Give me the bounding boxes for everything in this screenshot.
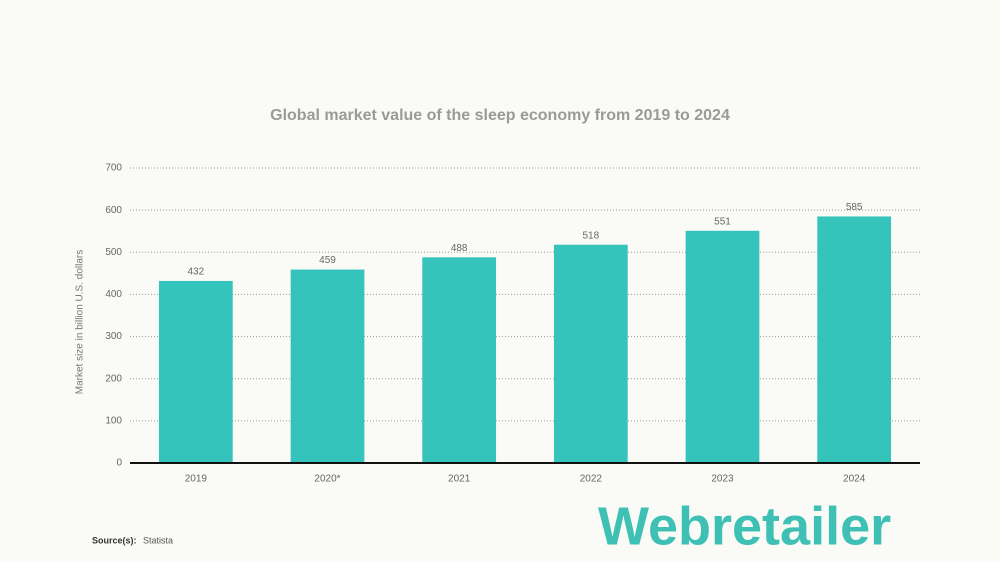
bar <box>817 216 892 463</box>
y-tick-label: 400 <box>105 289 122 300</box>
x-tick-label: 2019 <box>185 474 208 485</box>
x-tick-label: 2023 <box>711 474 734 485</box>
value-label: 488 <box>451 243 468 254</box>
source-label: Source(s): <box>92 535 137 545</box>
x-tick-label: 2024 <box>843 474 866 485</box>
value-label: 585 <box>846 202 863 213</box>
y-tick-label: 500 <box>105 247 122 258</box>
bar <box>158 280 233 463</box>
y-tick-label: 200 <box>105 373 122 384</box>
source: Statista <box>143 535 173 545</box>
x-tick-label: 2022 <box>580 474 603 485</box>
bar <box>553 244 628 463</box>
chart-title: Global market value of the sleep economy… <box>270 107 730 124</box>
y-axis-label: Market size in billion U.S. dollars <box>75 250 86 395</box>
bar <box>422 257 497 463</box>
y-tick-label: 100 <box>105 415 122 426</box>
value-label: 432 <box>187 267 204 278</box>
x-tick-label: 2021 <box>448 474 471 485</box>
value-label: 459 <box>319 255 336 266</box>
value-label: 551 <box>714 216 731 227</box>
x-tick-label: 2020* <box>314 474 340 485</box>
bar <box>290 269 365 463</box>
y-tick-label: 700 <box>105 163 122 174</box>
bar <box>685 230 760 463</box>
value-label: 518 <box>582 230 599 241</box>
y-tick-label: 300 <box>105 331 122 342</box>
logo: Webretailer <box>598 496 891 556</box>
y-tick-label: 0 <box>116 458 122 469</box>
y-tick-label: 600 <box>105 205 122 216</box>
